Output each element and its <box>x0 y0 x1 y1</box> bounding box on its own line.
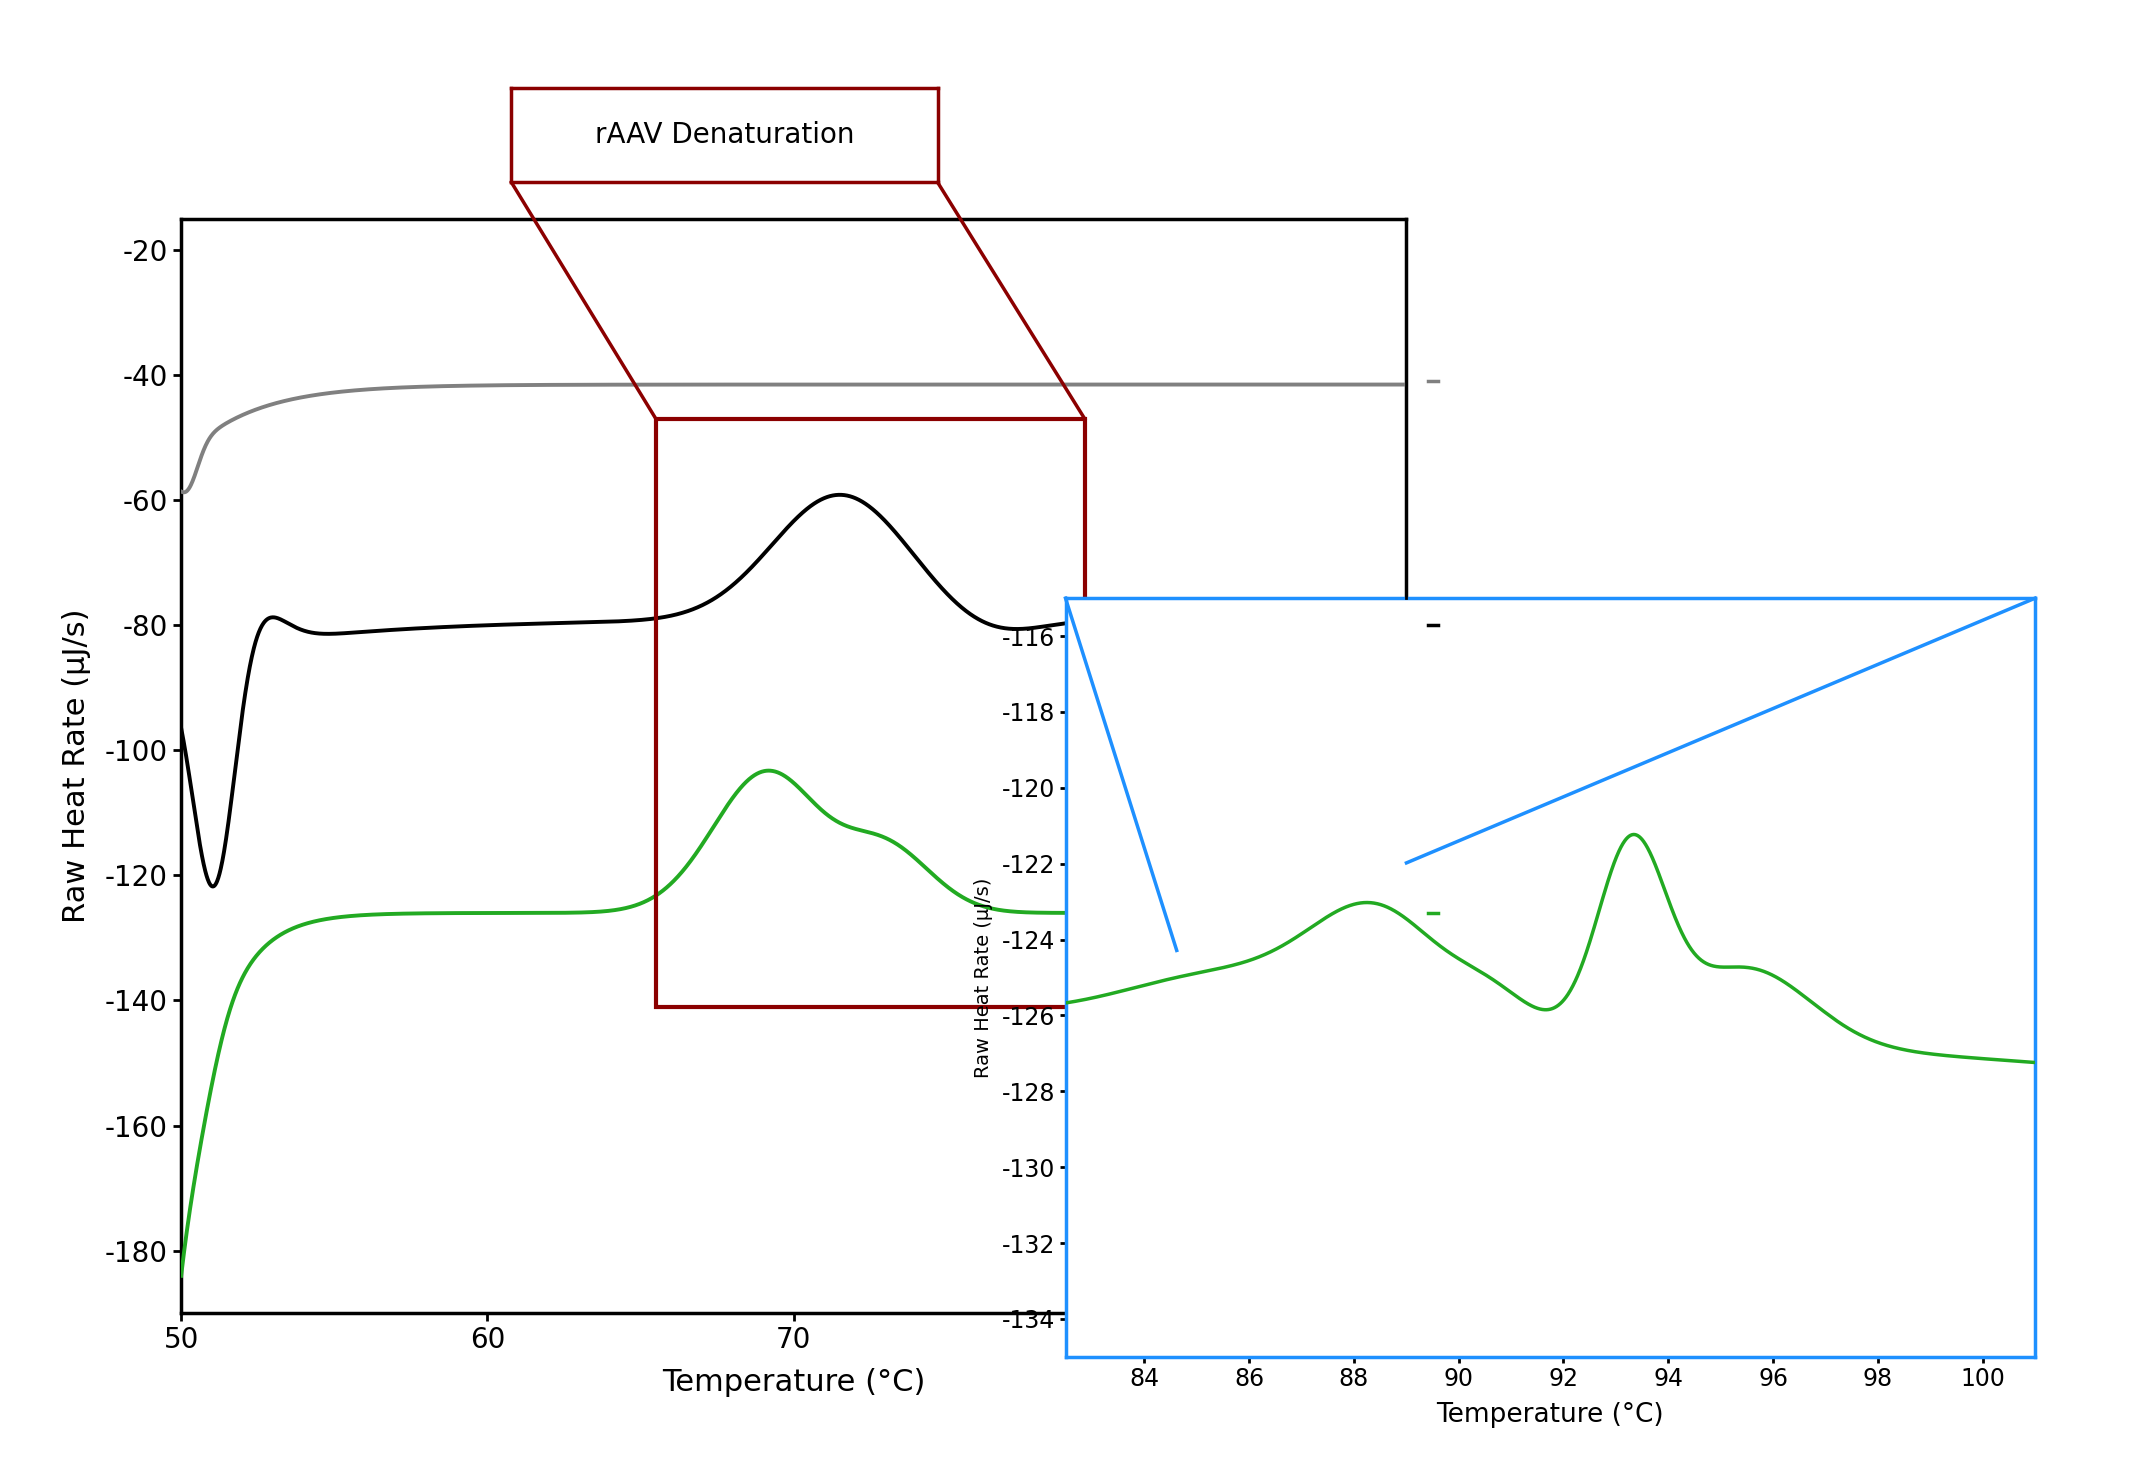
X-axis label: Temperature (°C): Temperature (°C) <box>663 1369 925 1398</box>
Bar <box>1176 862 1406 950</box>
Y-axis label: Raw Heat Rate (μJ/s): Raw Heat Rate (μJ/s) <box>974 877 993 1078</box>
Bar <box>656 419 1085 1007</box>
Text: Full: Full <box>1509 899 1571 928</box>
Y-axis label: Raw Heat Rate (μJ/s): Raw Heat Rate (μJ/s) <box>62 608 92 924</box>
Text: rAAV Denaturation: rAAV Denaturation <box>595 121 855 149</box>
Text: Empty: Empty <box>1485 611 1594 641</box>
X-axis label: Temperature (°C): Temperature (°C) <box>1436 1402 1664 1428</box>
Text: Buffer: Buffer <box>1485 366 1594 395</box>
